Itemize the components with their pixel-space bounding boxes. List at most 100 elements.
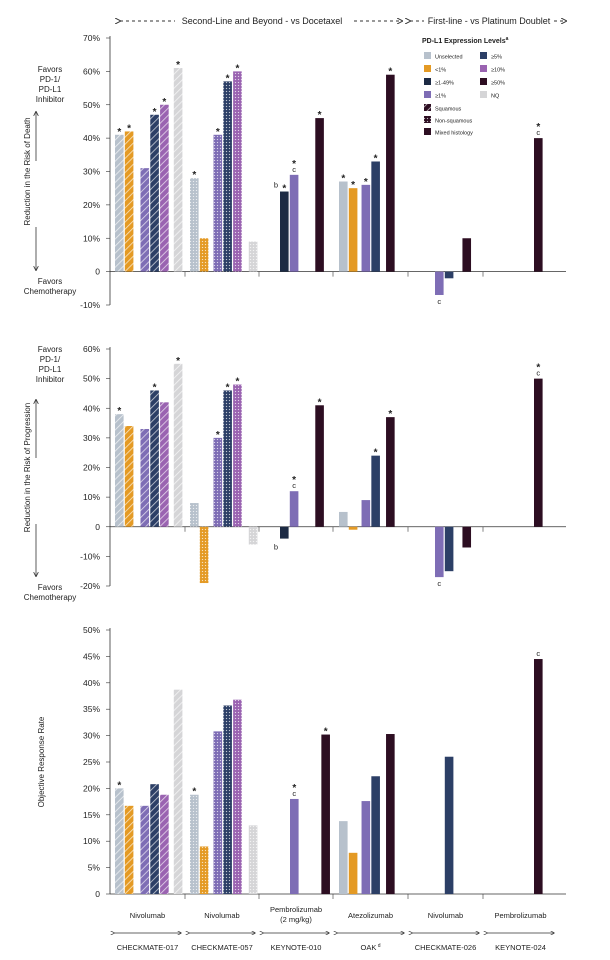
significance-mark: * xyxy=(292,475,296,486)
bar-ge1 xyxy=(361,801,371,894)
significance-mark: * xyxy=(364,177,368,188)
favors-chemo-label-1-line: Favors xyxy=(38,277,62,286)
bar-nq xyxy=(248,825,258,894)
significance-mark: * xyxy=(192,170,196,181)
panel-2: -20% -10% 0 10% 20% 30% 40% 50% 60% Reduction in … xyxy=(23,344,566,602)
bar-ge50 xyxy=(534,378,543,527)
y-tick-label: 50% xyxy=(83,374,100,384)
favors-pd-label-2-line: Inhibitor xyxy=(36,375,65,384)
footnote-mark: c xyxy=(536,369,540,378)
footnote-mark: c xyxy=(292,789,296,798)
y-axis-label-3: Objective Response Rate xyxy=(37,716,46,807)
bar-ge50 xyxy=(462,238,472,272)
bar-unsel xyxy=(190,794,199,894)
y-tick-label: 15% xyxy=(83,810,100,820)
drug-label-line: (2 mg/kg) xyxy=(280,915,312,924)
trial-label-text: CHECKMATE-017 xyxy=(117,943,179,952)
bar-ge50 xyxy=(386,734,395,894)
drug-label: Nivolumab xyxy=(428,911,463,920)
drug-label-line: Pembrolizumab xyxy=(270,905,322,914)
bar-ge5 xyxy=(444,271,454,279)
bar-unsel xyxy=(339,821,348,894)
bar-ge5 xyxy=(223,390,232,527)
trial-label-text: KEYNOTE-010 xyxy=(271,943,322,952)
y-tick-label: 30% xyxy=(83,433,100,443)
y-tick-label: 10% xyxy=(83,233,100,243)
legend-label-ge50: ≥50% xyxy=(491,81,505,87)
bar-lt1 xyxy=(348,852,358,894)
legend-label-ge1: ≥1% xyxy=(435,94,446,100)
legend-hist-label-nsq: Non-squamous xyxy=(435,119,473,125)
favors-pd-label-1-line: PD-L1 xyxy=(39,85,62,94)
legend-swatch-ge50 xyxy=(480,78,487,85)
legend-label-ge10: ≥10% xyxy=(491,68,505,74)
significance-mark: * xyxy=(176,60,180,71)
y-tick-label: 40% xyxy=(83,403,100,413)
y-tick-label: -10% xyxy=(80,300,100,310)
significance-mark: * xyxy=(153,382,157,393)
y-axis-label-2: Reduction in the Risk of Progression xyxy=(23,403,32,532)
y-tick-label: 25% xyxy=(83,757,100,767)
trial-label-text: OAK xyxy=(360,943,376,952)
y-tick-label: 50% xyxy=(83,100,100,110)
footnote-mark: c xyxy=(536,128,540,137)
significance-mark: * xyxy=(388,67,392,78)
significance-mark: * xyxy=(117,406,121,417)
trial-label: CHECKMATE-017 xyxy=(117,943,179,952)
bar-nq xyxy=(173,689,183,894)
legend-label-nq: NQ xyxy=(491,94,500,100)
y-tick-label: 45% xyxy=(83,651,100,661)
bar-lt1 xyxy=(124,426,134,527)
bar-ge1 xyxy=(140,805,150,894)
footnote-mark: c xyxy=(292,165,296,174)
significance-mark: * xyxy=(536,363,540,374)
trial-label-mark: d xyxy=(376,943,380,949)
favors-chemo-label-2-line: Chemotherapy xyxy=(24,593,76,602)
y-tick-label: 0 xyxy=(95,889,100,899)
legend-hist-label-mixed: Mixed histology xyxy=(435,131,473,137)
legend-hist-swatch-mixed xyxy=(424,128,431,135)
bar-ge50 xyxy=(321,734,330,894)
y-tick-label: 10% xyxy=(83,836,100,846)
y-tick-label: -20% xyxy=(80,581,100,591)
bar-ge50 xyxy=(534,138,543,272)
bar-ge5 xyxy=(150,114,159,272)
bar-ge5 xyxy=(371,776,380,894)
significance-mark: * xyxy=(117,127,121,138)
trial-label-text: KEYNOTE-024 xyxy=(495,943,546,952)
legend-swatch-ge5 xyxy=(480,52,487,59)
y-tick-label: 20% xyxy=(83,463,100,473)
footnote-mark: c xyxy=(437,579,441,588)
bar-ge1 xyxy=(435,271,444,295)
bar-ge10 xyxy=(233,71,242,272)
significance-mark: * xyxy=(536,122,540,133)
bar-lt1 xyxy=(199,846,209,894)
bar-lt1 xyxy=(124,131,134,272)
significance-mark: * xyxy=(292,159,296,170)
legend-swatch-nq xyxy=(480,91,487,98)
bar-unsel xyxy=(339,181,348,272)
trial-label: CHECKMATE-057 xyxy=(191,943,253,952)
legend-swatch-ge1to49 xyxy=(424,78,431,85)
y-tick-label: 20% xyxy=(83,783,100,793)
favors-chemo-label-1-line: Chemotherapy xyxy=(24,287,76,296)
bar-nq xyxy=(248,526,258,545)
favors-chemo-label-2-line: Favors xyxy=(38,583,62,592)
header-right-label: First-line - vs Platinum Doublet xyxy=(428,16,551,26)
significance-mark: * xyxy=(318,110,322,121)
legend-swatch-unsel xyxy=(424,52,431,59)
favors-pd-label-1-line: Favors xyxy=(38,65,62,74)
bar-ge1 xyxy=(289,491,299,527)
legend-label-ge5: ≥5% xyxy=(491,55,502,61)
favors-pd-label-2-line: PD-1/ xyxy=(40,355,61,364)
trial-label: CHECKMATE-026 xyxy=(415,943,477,952)
y-tick-label: 10% xyxy=(83,492,100,502)
bar-unsel xyxy=(190,503,199,527)
bar-lt1 xyxy=(199,238,209,272)
drug-label: Pembrolizumab xyxy=(494,911,546,920)
favors-pd-label-2: Favors PD-1/PD-L1 Inhibitor xyxy=(36,345,65,384)
legend-label-unsel: Unselected xyxy=(435,55,463,61)
significance-mark: * xyxy=(324,727,328,738)
bar-ge10 xyxy=(233,384,242,527)
bar-ge5 xyxy=(223,81,232,272)
